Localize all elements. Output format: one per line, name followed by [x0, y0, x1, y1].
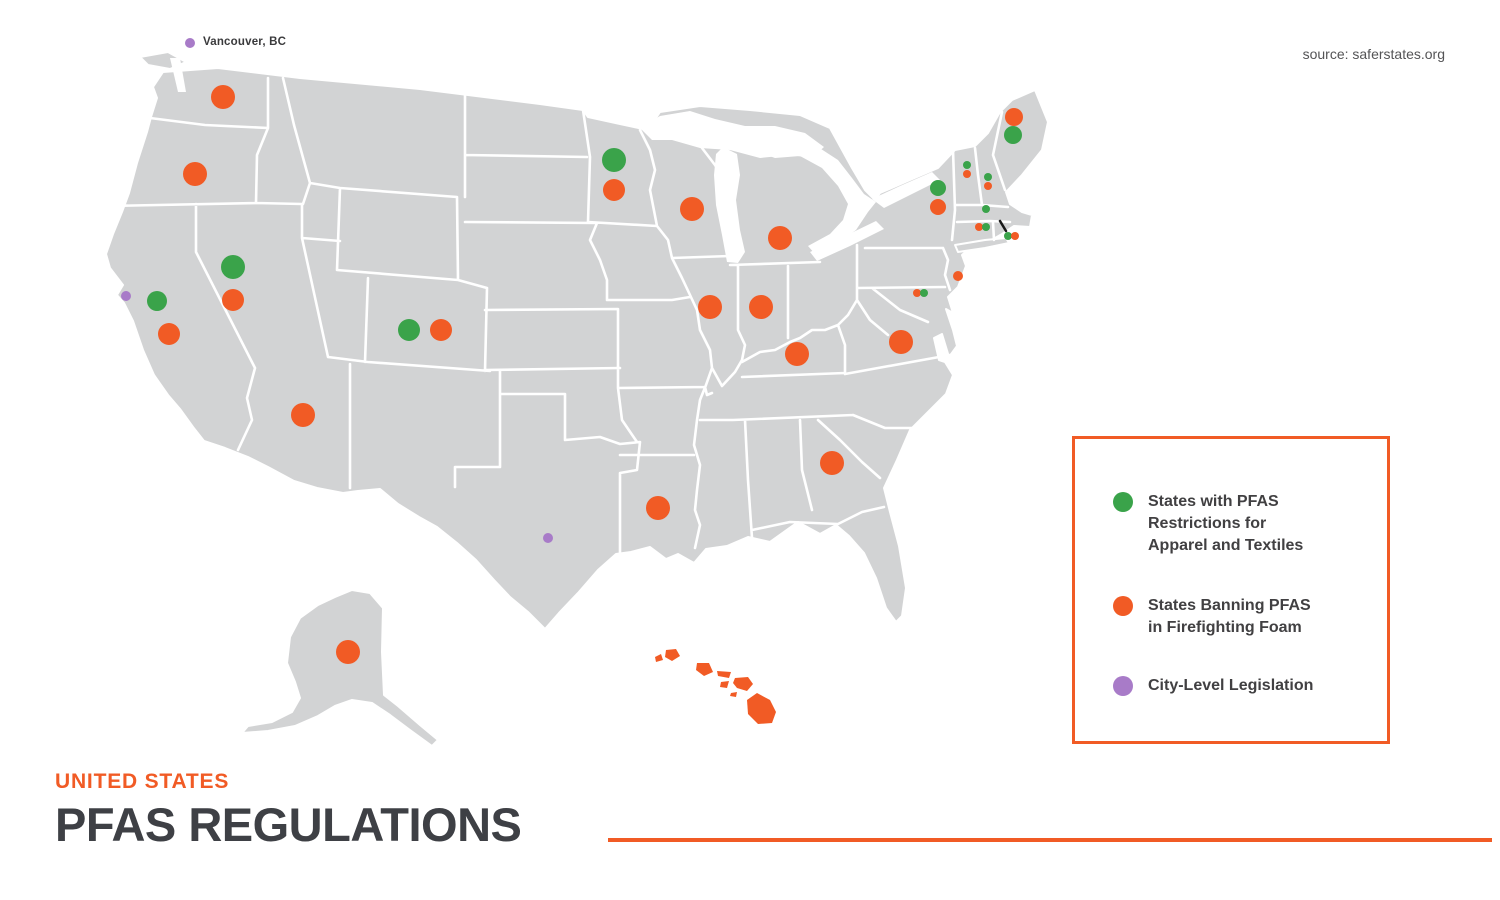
dot-maine [1005, 108, 1023, 126]
alaska [241, 589, 439, 747]
legend-label-foam: States Banning PFAS in Firefighting Foam [1148, 597, 1311, 636]
page-title: PFAS REGULATIONS [55, 798, 522, 851]
dot-oregon [183, 162, 207, 186]
dot-layer [121, 38, 1023, 664]
legend-item-apparel: States with PFAS Restrictions for Appare… [1113, 491, 1303, 556]
dot-minnesota [602, 148, 626, 172]
puget-sound [170, 58, 186, 92]
state-borders [106, 76, 1012, 555]
dot-indiana [749, 295, 773, 319]
apparel-legend-dot-icon [1113, 492, 1133, 512]
foam-legend-dot-icon [1113, 596, 1133, 616]
dot-virginia [889, 330, 913, 354]
dot-vermont [963, 170, 971, 178]
dot-massachusetts [982, 205, 990, 213]
source-credit: source: saferstates.org [1302, 46, 1445, 62]
dot-alaska [336, 640, 360, 664]
lake-ontario [872, 172, 940, 208]
city-legend-dot-icon [1113, 676, 1133, 696]
title-underline-rule [608, 838, 1492, 842]
title-kicker: UNITED STATES [55, 770, 230, 793]
dot-connecticut [982, 223, 990, 231]
dot-austin-tx [543, 533, 553, 543]
dot-wisconsin [680, 197, 704, 221]
dot-new-york [930, 199, 946, 215]
dot-maine [1004, 126, 1022, 144]
lake-erie [810, 221, 884, 261]
legend-box: States with PFAS Restrictions for Appare… [1072, 436, 1390, 744]
dot-san-francisco-ca [121, 291, 131, 301]
dot-washington [211, 85, 235, 109]
dot-maryland [913, 289, 921, 297]
title-block: UNITED STATES PFAS REGULATIONS [55, 770, 522, 852]
dot-colorado [430, 319, 452, 341]
dot-michigan [768, 226, 792, 250]
dot-illinois [698, 295, 722, 319]
vancouver-label: Vancouver, BC [203, 36, 287, 48]
dot-rhode-island [1011, 232, 1019, 240]
dot-maryland [920, 289, 928, 297]
legend-label-apparel: States with PFAS Restrictions for Appare… [1148, 493, 1304, 554]
dot-georgia [820, 451, 844, 475]
rhode-island-pointer-line [998, 219, 1008, 233]
dot-new-york [930, 180, 946, 196]
dot-nevada [221, 255, 245, 279]
dot-connecticut [975, 223, 983, 231]
dot-new-hampshire [984, 182, 992, 190]
lake-huron [758, 142, 876, 254]
dot-nevada [222, 289, 244, 311]
dot-new-hampshire [984, 173, 992, 181]
legend-item-foam: States Banning PFAS in Firefighting Foam [1113, 595, 1311, 639]
legend-label-city: City-Level Legislation [1148, 677, 1314, 694]
dot-colorado [398, 319, 420, 341]
legend-item-city: City-Level Legislation [1113, 675, 1313, 697]
dot-new-jersey [953, 271, 963, 281]
dot-vermont [963, 161, 971, 169]
long-island [954, 237, 1010, 253]
dot-california [147, 291, 167, 311]
dot-louisiana [646, 496, 670, 520]
dot-california [158, 323, 180, 345]
dot-kentucky [785, 342, 809, 366]
dot-minnesota [603, 179, 625, 201]
dot-rhode-island [1004, 232, 1012, 240]
dot-arizona [291, 403, 315, 427]
dot-vancouver-bc [185, 38, 195, 48]
hawaii [655, 649, 776, 724]
